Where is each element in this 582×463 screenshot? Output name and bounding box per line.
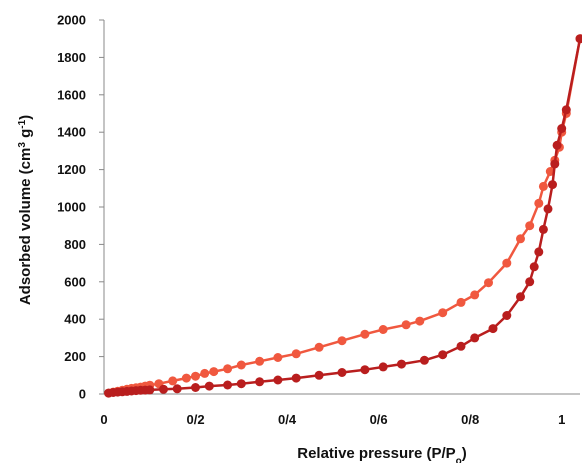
data-point [255,377,265,387]
data-point [236,379,246,389]
data-point [209,367,219,377]
y-tick-label: 400 [64,312,86,327]
data-point [314,370,324,380]
data-point [470,333,480,343]
y-tick-label: 1400 [57,125,86,140]
series-2 [104,34,582,398]
data-point [534,198,544,208]
data-point [415,316,425,326]
data-point [548,180,557,190]
data-point [456,297,466,307]
data-point [378,362,388,372]
data-point [172,384,182,394]
y-tick-label: 0 [79,387,86,402]
data-point [438,350,448,360]
data-point [561,105,571,115]
data-point [314,342,324,352]
x-tick-label: 0/2 [186,412,204,427]
data-point [223,380,233,390]
data-point [337,336,347,346]
series-1 [104,34,582,398]
data-point [223,364,233,374]
data-point [529,262,539,272]
data-point [557,124,567,133]
data-point [204,381,214,391]
y-tick-label: 600 [64,274,86,289]
data-point [516,234,525,244]
data-point [575,34,582,44]
y-tick-label: 200 [64,349,86,364]
data-point [484,278,493,288]
y-axis-title: Adsorbed volume (cm3 g-1) [17,115,35,305]
series-layer [104,34,582,398]
x-axis-ticks: 0 0/2 0/4 0/6 0/8 1 [100,412,565,427]
x-tick-label: 0 [100,412,107,427]
y-tick-label: 1800 [57,50,86,65]
data-point [378,325,388,334]
y-tick-label: 2000 [57,13,86,28]
y-tick-label: 1000 [57,200,86,215]
x-tick-label: 0/4 [278,412,297,427]
y-tick-label: 1200 [57,162,86,177]
data-point [159,384,168,394]
x-axis-title: Relative pressure (P/Po) [297,445,467,463]
data-point [401,320,411,330]
x-tick-label: 1 [558,412,565,427]
data-point [552,140,562,150]
data-point [470,290,480,300]
data-point [543,204,553,214]
data-point [337,368,347,377]
data-point [516,292,525,302]
data-point [488,324,498,334]
data-point [236,360,246,370]
y-tick-label: 800 [64,237,86,252]
data-point [291,349,301,359]
data-point [181,373,191,383]
y-axis-ticks: 0 200 400 600 800 1000 1200 1400 1600 1800 2000 [57,13,104,402]
data-point [360,365,370,375]
data-point [538,224,548,234]
data-point [273,353,283,362]
data-point [438,308,448,318]
data-point [456,341,466,351]
data-point [255,356,265,366]
data-point [550,159,560,169]
data-point [360,329,370,339]
data-point [145,385,155,395]
data-point [200,368,210,378]
data-point [502,258,512,268]
data-point [534,247,544,257]
data-point [397,359,406,369]
data-point [525,221,535,231]
data-point [191,371,200,381]
x-tick-label: 0/6 [370,412,388,427]
x-tick-label: 0/8 [461,412,479,427]
data-point [419,355,429,365]
data-point [525,277,535,287]
data-point [168,376,178,386]
data-point [502,311,512,320]
data-point [273,375,283,385]
data-point [538,181,548,191]
y-tick-label: 1600 [57,87,86,102]
data-point [291,373,301,383]
data-point [191,383,200,392]
